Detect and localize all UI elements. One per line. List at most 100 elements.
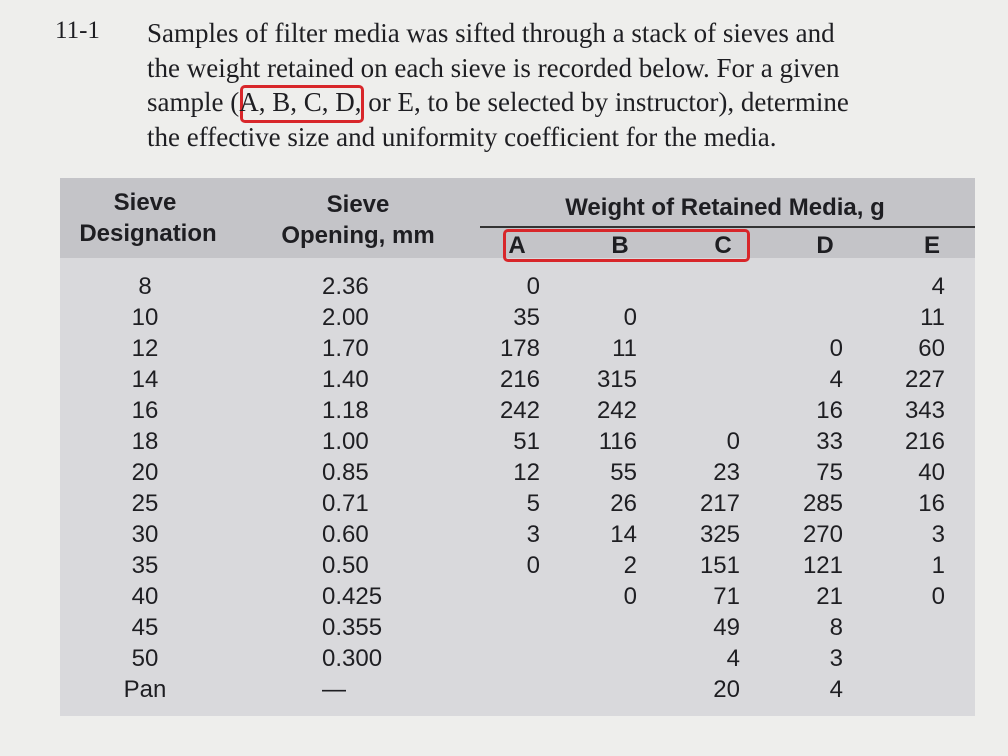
table-background bbox=[60, 178, 975, 716]
sieve-designation: 40 bbox=[131, 583, 159, 610]
retained-weight: 4 bbox=[829, 366, 843, 393]
sieve-opening: 1.40 bbox=[322, 366, 369, 393]
retained-weight: 14 bbox=[610, 521, 637, 548]
retained-weight: 40 bbox=[918, 459, 945, 486]
retained-weight: 1 bbox=[931, 552, 945, 579]
table-header-background bbox=[60, 178, 975, 258]
retained-weight: 60 bbox=[918, 335, 945, 362]
retained-weight: 20 bbox=[713, 676, 740, 703]
sieve-opening: 2.00 bbox=[322, 304, 369, 331]
retained-weight: 5 bbox=[526, 490, 540, 517]
sieve-opening: 0.85 bbox=[322, 459, 369, 486]
retained-weight: 0 bbox=[623, 304, 637, 331]
sample-header: E bbox=[923, 232, 940, 259]
sieve-opening: 0.50 bbox=[322, 552, 369, 579]
sieve-opening: 0.71 bbox=[322, 490, 369, 517]
retained-weight: 325 bbox=[699, 521, 740, 548]
retained-weight: 151 bbox=[699, 552, 740, 579]
sieve-designation: 50 bbox=[131, 645, 159, 672]
sieve-designation: 16 bbox=[131, 397, 159, 424]
retained-weight: 216 bbox=[904, 428, 945, 455]
retained-weight: 55 bbox=[610, 459, 637, 486]
sieve-designation: 35 bbox=[131, 552, 159, 579]
retained-weight: 35 bbox=[513, 304, 540, 331]
sieve-opening: 0.300 bbox=[322, 645, 383, 672]
problem-text: Samples of filter media was sifted throu… bbox=[147, 18, 835, 48]
highlight-box bbox=[503, 229, 750, 262]
retained-weight: 4 bbox=[829, 676, 843, 703]
retained-weight: 3 bbox=[931, 521, 945, 548]
retained-weight: 0 bbox=[726, 428, 740, 455]
sieve-opening: 1.00 bbox=[322, 428, 369, 455]
sieve-designation: 20 bbox=[131, 459, 159, 486]
sieve-opening: 0.60 bbox=[322, 521, 369, 548]
sieve-designation: 25 bbox=[131, 490, 159, 517]
column-header: Sieve bbox=[326, 191, 390, 218]
retained-weight: 0 bbox=[526, 273, 540, 300]
retained-weight: 71 bbox=[713, 583, 740, 610]
retained-weight: 4 bbox=[726, 645, 740, 672]
sieve-opening: 1.70 bbox=[322, 335, 369, 362]
retained-weight: 217 bbox=[699, 490, 740, 517]
problem-text: the effective size and uniformity coeffi… bbox=[147, 121, 777, 152]
retained-weight: 2 bbox=[623, 552, 637, 579]
retained-weight: 227 bbox=[904, 366, 945, 393]
sample-header: B bbox=[611, 232, 629, 259]
retained-weight: 21 bbox=[816, 583, 843, 610]
retained-weight: 12 bbox=[513, 459, 540, 486]
sample-header: C bbox=[714, 232, 732, 259]
problem-text: the weight retained on each sieve is rec… bbox=[147, 52, 840, 83]
column-header: Designation bbox=[79, 220, 217, 247]
retained-weight: 8 bbox=[829, 614, 843, 641]
retained-weight: 343 bbox=[904, 397, 945, 424]
sample-header: D bbox=[816, 232, 834, 259]
retained-weight: 49 bbox=[713, 614, 740, 641]
column-header: Sieve bbox=[113, 189, 177, 216]
sieve-designation: 14 bbox=[131, 366, 159, 393]
column-header: Opening, mm bbox=[281, 222, 435, 249]
retained-weight: 23 bbox=[713, 459, 740, 486]
sieve-opening: 1.18 bbox=[322, 397, 369, 424]
column-header: Weight of Retained Media, g bbox=[565, 194, 885, 221]
highlight-box bbox=[240, 85, 364, 123]
problem-text: sample (A, B, C, D, or E, to be selected… bbox=[147, 87, 849, 117]
sieve-designation: 12 bbox=[131, 335, 159, 362]
retained-weight: 4 bbox=[931, 273, 945, 300]
sieve-opening: — bbox=[322, 676, 346, 703]
retained-weight: 242 bbox=[596, 397, 637, 424]
retained-weight: 270 bbox=[802, 521, 843, 548]
retained-weight: 121 bbox=[802, 552, 843, 579]
sieve-designation: Pan bbox=[123, 676, 167, 703]
sieve-designation: 8 bbox=[138, 273, 152, 300]
retained-weight: 285 bbox=[802, 490, 843, 517]
retained-weight: 116 bbox=[598, 428, 637, 455]
retained-weight: 178 bbox=[499, 335, 540, 362]
retained-weight: 75 bbox=[816, 459, 843, 486]
retained-weight: 0 bbox=[829, 335, 843, 362]
retained-weight: 26 bbox=[610, 490, 637, 517]
retained-weight: 242 bbox=[499, 397, 540, 424]
sample-header: A bbox=[508, 232, 526, 259]
sieve-designation: 18 bbox=[131, 428, 159, 455]
retained-weight: 0 bbox=[623, 583, 637, 610]
sieve-designation: 45 bbox=[131, 614, 159, 641]
retained-weight: 51 bbox=[513, 428, 540, 455]
sieve-opening: 0.425 bbox=[322, 583, 383, 610]
retained-weight: 11 bbox=[612, 335, 637, 362]
retained-weight: 0 bbox=[931, 583, 945, 610]
retained-weight: 315 bbox=[596, 366, 637, 393]
header-rule bbox=[480, 226, 975, 228]
sieve-opening: 2.36 bbox=[322, 273, 369, 300]
retained-weight: 216 bbox=[499, 366, 540, 393]
retained-weight: 3 bbox=[526, 521, 540, 548]
retained-weight: 33 bbox=[816, 428, 843, 455]
sieve-designation: 10 bbox=[131, 304, 159, 331]
retained-weight: 3 bbox=[829, 645, 843, 672]
retained-weight: 0 bbox=[526, 552, 540, 579]
retained-weight: 11 bbox=[920, 304, 945, 331]
sieve-opening: 0.355 bbox=[322, 614, 383, 641]
sieve-designation: 30 bbox=[131, 521, 159, 548]
retained-weight: 16 bbox=[918, 490, 945, 517]
problem-number: 11-1 bbox=[55, 17, 100, 44]
